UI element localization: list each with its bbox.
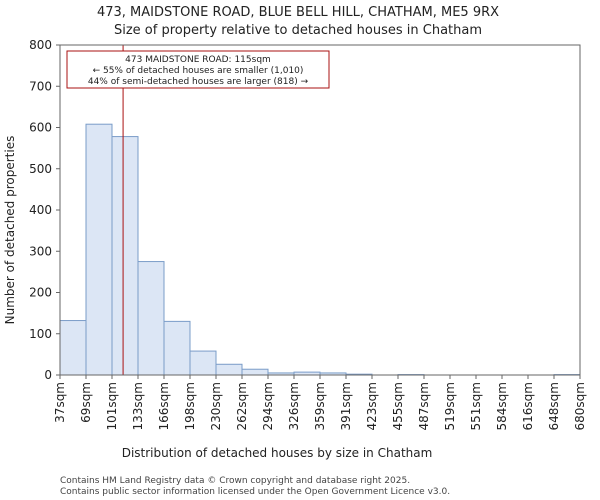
footer-licence: Contains public sector information licen… [60,487,450,497]
x-tick-label-359sqm: 359sqm [313,382,327,430]
y-axis: 0 100 200 300 400 500 600 700 800 [29,38,60,382]
y-tick-label: 700 [29,79,52,93]
chart-subtitle: Size of property relative to detached ho… [114,23,482,38]
y-tick-label: 400 [29,203,52,217]
bars-group [59,123,581,376]
y-tick-label: 600 [29,121,52,135]
x-tick-label-455sqm: 455sqm [391,382,405,430]
x-tick-label-487sqm: 487sqm [417,382,431,430]
bar-230sqm [215,363,243,376]
annotation-smaller: ← 55% of detached houses are smaller (1,… [93,66,304,76]
footer-copyright: Contains HM Land Registry data © Crown c… [60,476,410,486]
annotation-larger: 44% of semi-detached houses are larger (… [88,77,309,87]
y-axis-label: Number of detached properties [3,136,17,325]
x-tick-label-519sqm: 519sqm [443,382,457,430]
x-tick-label-326sqm: 326sqm [287,382,301,430]
x-tick-label-230sqm: 230sqm [209,382,223,430]
x-tick-label-551sqm: 551sqm [469,382,483,430]
x-tick-label-101sqm: 101sqm [105,382,119,430]
bar-198sqm [189,350,217,376]
x-tick-label-648sqm: 648sqm [547,382,561,430]
y-tick-label: 0 [44,368,52,382]
y-tick-label: 300 [29,244,52,258]
x-tick-label-69sqm: 69sqm [79,382,93,423]
y-tick-label: 800 [29,38,52,52]
bar-101sqm [111,136,139,376]
y-tick-label: 200 [29,286,52,300]
x-tick-label-198sqm: 198sqm [183,382,197,430]
x-tick-label-391sqm: 391sqm [339,382,353,430]
x-tick-label-584sqm: 584sqm [495,382,509,430]
plot-area: 473 MAIDSTONE ROAD: 115sqm← 55% of detac… [29,38,587,430]
annotation-title: 473 MAIDSTONE ROAD: 115sqm [125,55,271,65]
y-tick-label: 500 [29,162,52,176]
x-tick-label-166sqm: 166sqm [157,382,171,430]
bar-37sqm [59,320,87,376]
x-tick-label-37sqm: 37sqm [53,382,67,423]
bar-133sqm [137,261,165,376]
bar-262sqm [241,368,269,376]
x-axis: 37sqm 69sqm 101sqm 133sqm 166sqm 198sqm 230sqm… [53,375,587,430]
x-tick-label-262sqm: 262sqm [235,382,249,430]
x-tick-label-680sqm: 680sqm [573,382,587,430]
bar-69sqm [85,123,113,376]
x-axis-label: Distribution of detached houses by size … [122,446,433,460]
x-tick-label-423sqm: 423sqm [365,382,379,430]
marker-group: 473 MAIDSTONE ROAD: 115sqm← 55% of detac… [66,45,330,375]
x-tick-label-133sqm: 133sqm [131,382,145,430]
annotation-box [66,50,330,89]
x-tick-label-294sqm: 294sqm [261,382,275,430]
x-tick-label-616sqm: 616sqm [521,382,535,430]
chart-title: 473, MAIDSTONE ROAD, BLUE BELL HILL, CHA… [97,5,499,20]
y-tick-label: 100 [29,327,52,341]
bar-166sqm [163,320,191,376]
